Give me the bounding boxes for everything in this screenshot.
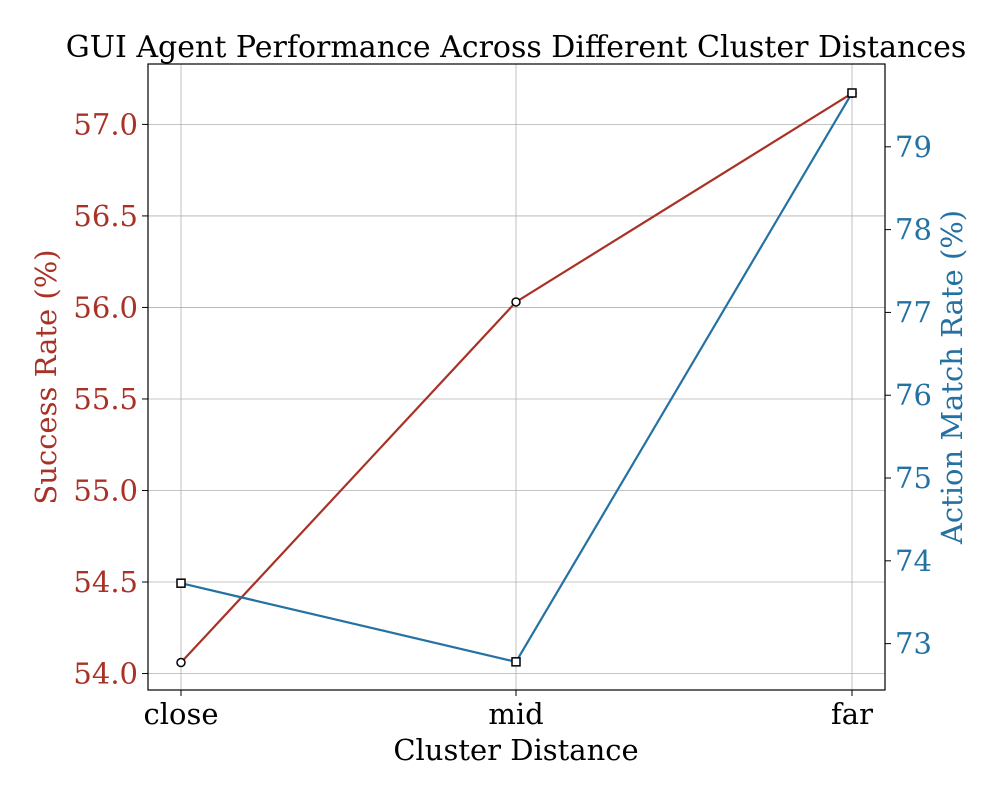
- data-point-action-match-rate: [511, 657, 521, 667]
- grid: [148, 64, 885, 690]
- x-axis-label: Cluster Distance: [393, 733, 638, 767]
- data-point-action-match-rate: [847, 88, 857, 98]
- series-line-success-rate: [180, 92, 853, 664]
- data-point-action-match-rate: [176, 578, 186, 588]
- series-line-action-match-rate: [180, 92, 853, 664]
- y-left-tick-label: 55.0: [73, 473, 138, 507]
- y-left-tick-label: 56.0: [73, 290, 138, 324]
- y-axis-left-label: Success Rate (%): [29, 249, 63, 504]
- y-left-tick-label: 57.0: [73, 107, 138, 141]
- y-left-tick-label: 54.5: [73, 565, 138, 599]
- y-axis-left: 54.0 54.5 55.0 55.5 56.0 56.5 57.0: [73, 107, 148, 691]
- x-axis: close mid far: [143, 690, 873, 731]
- y-right-tick-label: 78: [895, 213, 932, 247]
- y-right-tick-label: 75: [895, 461, 932, 495]
- y-left-tick-label: 56.5: [73, 199, 138, 233]
- x-tick-label: mid: [488, 697, 543, 731]
- y-left-tick-label: 54.0: [73, 657, 138, 691]
- plot-frame: [147, 63, 886, 691]
- y-right-tick-label: 73: [895, 627, 932, 661]
- data-point-success-rate: [176, 657, 186, 668]
- chart-title: GUI Agent Performance Across Different C…: [66, 30, 966, 65]
- y-right-tick-label: 76: [895, 378, 932, 412]
- y-left-tick-label: 55.5: [73, 382, 138, 416]
- data-point-success-rate: [511, 297, 521, 307]
- y-right-tick-label: 74: [895, 544, 932, 578]
- y-right-tick-label: 77: [895, 295, 932, 329]
- y-right-tick-label: 79: [895, 130, 932, 164]
- series-layer: [176, 88, 857, 668]
- x-tick-label: far: [831, 697, 873, 731]
- y-axis-right-label: Action Match Rate (%): [935, 210, 969, 545]
- y-axis-right: 73 74 75 76 77 78 79: [885, 130, 932, 661]
- x-tick-label: close: [143, 697, 218, 731]
